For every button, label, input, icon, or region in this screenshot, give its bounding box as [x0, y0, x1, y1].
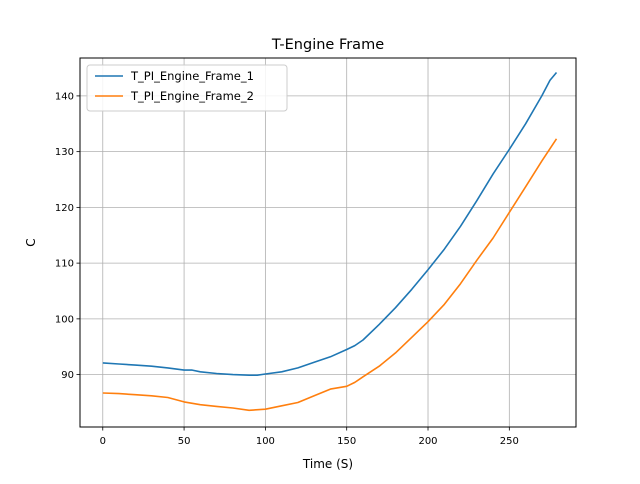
- series-group: [102, 71, 558, 412]
- legend-label-1: T_PI_Engine_Frame_1: [130, 69, 254, 83]
- grid: [80, 58, 576, 427]
- x-axis-label: Time (S): [302, 457, 353, 471]
- y-tick-label: 90: [61, 370, 74, 381]
- y-axis-label: C: [24, 238, 38, 246]
- plot-frame: [79, 57, 577, 428]
- y-tick-label: 100: [55, 314, 74, 325]
- y-tick-label: 110: [55, 259, 74, 270]
- series-line-1: [102, 71, 558, 377]
- legend-label-2: T_PI_Engine_Frame_2: [130, 89, 254, 103]
- legend-box: [86, 64, 288, 112]
- series-line-2: [102, 138, 558, 412]
- x-tick-label: 150: [337, 436, 356, 447]
- x-tick-label: 100: [256, 436, 275, 447]
- y-tick-label: 130: [55, 147, 74, 158]
- y-tick-label: 140: [55, 92, 74, 103]
- legend: T_PI_Engine_Frame_1 T_PI_Engine_Frame_2: [86, 64, 288, 112]
- x-tick-label: 50: [178, 436, 191, 447]
- x-tick-label: 250: [500, 436, 519, 447]
- y-tick-label: 120: [55, 203, 74, 214]
- x-tick-label: 200: [418, 436, 437, 447]
- x-tick-label: 0: [100, 436, 106, 447]
- axis-ticks: 0 50 100 150 200 250 90 100 110 120 130 140: [55, 92, 519, 447]
- chart-title: T-Engine Frame: [271, 37, 384, 53]
